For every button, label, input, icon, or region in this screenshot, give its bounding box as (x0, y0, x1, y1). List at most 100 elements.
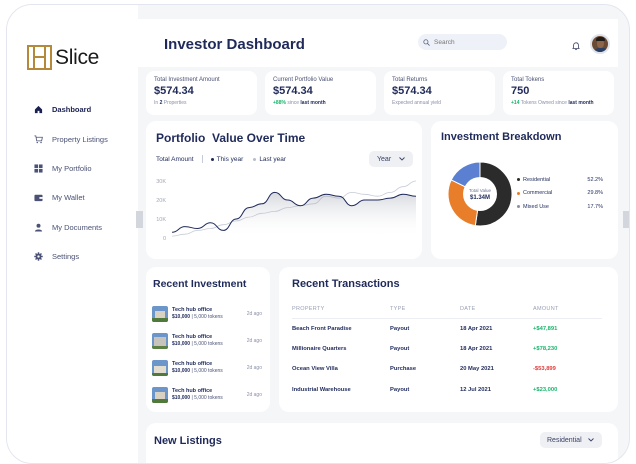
legend-this-year[interactable]: This year (210, 156, 243, 163)
legend-dot-icon (210, 157, 214, 161)
logo-text: Slice (55, 45, 100, 69)
stat-value: 750 (511, 85, 530, 97)
stat-label: Current Portfolio Value (273, 77, 334, 83)
new-listings-title: New Listings (154, 435, 222, 447)
y-tick-label: 0 (163, 236, 166, 242)
breakdown-legend: Residential 52.2% Commercial 29.8% Mixed U… (517, 173, 603, 214)
chart-legend: Total Amount This year Last year (156, 155, 296, 163)
logo[interactable]: Slice (27, 45, 99, 70)
collapse-handle[interactable] (136, 211, 143, 228)
notification-bell-icon[interactable] (571, 38, 581, 51)
portfolio-chart-card: Portfolio Value Over Time Total Amount T… (146, 121, 422, 259)
table-row[interactable]: Industrial Warehouse Payout 12 Jul 2021 +$2… (292, 386, 558, 393)
stat-label: Total Investment Amount (154, 77, 220, 83)
stat-subtext: In 2 Properties (154, 100, 187, 106)
wallet-icon (33, 193, 43, 203)
donut-center-label: Total Value (469, 188, 491, 193)
transactions-table: PROPERTY TYPE DATE AMOUNT Beach Front Pa… (292, 300, 602, 400)
property-thumbnail (152, 305, 168, 322)
recent-investment-list: Tech hub office $10,000 | 5,000 tokens 2d… (152, 300, 262, 408)
table-header-row: PROPERTY TYPE DATE AMOUNT (292, 300, 602, 319)
home-icon (33, 105, 43, 115)
gear-icon (33, 252, 43, 262)
table-row[interactable]: Millionaire Quarters Payout 18 Apr 2021 +$7… (292, 345, 558, 352)
sidebar-item-label: Dashboard (52, 105, 92, 115)
search-input[interactable] (434, 38, 500, 46)
legend-last-year[interactable]: Last year (253, 156, 286, 163)
y-tick-label: 20K (156, 198, 166, 204)
table-row[interactable]: Beach Front Paradise Payout 18 Apr 2021 +$4… (292, 325, 558, 332)
stat-subtext: +14 Tokens Owned since last month (511, 100, 594, 106)
search-bar[interactable] (418, 34, 507, 50)
app-frame: Slice Dashboard Property Listings My Por… (6, 4, 630, 464)
property-thumbnail (152, 359, 168, 376)
list-item[interactable]: Tech hub office $10,000 | 5,000 tokens 2d… (152, 354, 262, 381)
property-thumbnail (152, 386, 168, 403)
sidebar-item-settings[interactable]: Settings (33, 242, 108, 271)
grid-icon (33, 163, 43, 173)
stat-label: Total Returns (392, 77, 428, 83)
sidebar-item-dashboard[interactable]: Dashboard (33, 95, 108, 124)
recent-investment-card: Recent Investment Tech hub office $10,000… (146, 267, 270, 412)
stat-card-total-investment: Total Investment Amount $574.34 In 2 Pro… (146, 71, 257, 115)
chevron-down-icon (399, 157, 405, 161)
sidebar-item-label: My Documents (52, 222, 103, 232)
stat-label: Total Tokens (511, 77, 545, 83)
sidebar-item-label: My Wallet (52, 193, 85, 203)
sidebar-item-property-listings[interactable]: Property Listings (33, 124, 108, 153)
sidebar-item-my-portfolio[interactable]: My Portfolio (33, 154, 108, 183)
stat-value: $574.34 (154, 85, 194, 97)
column-header: AMOUNT (533, 300, 602, 319)
stat-subtext: Expected annual yield (392, 100, 441, 106)
donut-center-value: $1.34M (470, 195, 490, 201)
chart-title: Portfolio Value Over Time (156, 131, 306, 145)
breakdown-title: Investment Breakdown (441, 131, 562, 143)
stat-card-total-tokens: Total Tokens 750 +14 Tokens Owned since … (503, 71, 614, 115)
stat-card-portfolio-value: Current Portfolio Value $574.34 +88% sin… (265, 71, 376, 115)
legend-row-commercial: Commercial 29.8% (517, 187, 603, 201)
column-header: DATE (460, 300, 533, 319)
legend-label: Total Amount (156, 155, 194, 163)
sidebar-item-label: Property Listings (52, 134, 108, 144)
series-area-fill (172, 192, 416, 238)
property-thumbnail (152, 332, 168, 349)
list-item[interactable]: Tech hub office $10,000 | 5,000 tokens 2d… (152, 327, 262, 354)
donut-hole (463, 177, 497, 211)
series-line-this-year[interactable] (171, 191, 417, 233)
avatar[interactable] (590, 34, 610, 54)
user-icon (33, 222, 43, 232)
expand-handle[interactable] (623, 211, 629, 228)
column-header: PROPERTY (292, 300, 390, 319)
recent-investment-title: Recent Investment (153, 278, 247, 290)
sidebar-item-label: My Portfolio (52, 163, 92, 173)
sidebar-item-my-wallet[interactable]: My Wallet (33, 183, 108, 212)
top-header: Investor Dashboard (138, 19, 618, 67)
investment-breakdown-card: Investment Breakdown Total Value $1.34M R… (431, 121, 618, 259)
period-select[interactable]: Year (369, 151, 413, 167)
new-listings-card: New Listings Residential (146, 423, 618, 463)
stat-value: $574.34 (392, 85, 432, 97)
legend-row-residential: Residential 52.2% (517, 173, 603, 187)
y-tick-label: 10K (156, 217, 166, 223)
stat-value: $574.34 (273, 85, 313, 97)
listing-filter-select[interactable]: Residential (540, 432, 602, 448)
recent-transactions-title: Recent Transactions (292, 278, 400, 290)
y-tick-label: 30K (156, 179, 166, 185)
stat-subtext: +88% since last month (273, 100, 326, 106)
recent-transactions-card: Recent Transactions PROPERTY TYPE DATE A… (279, 267, 618, 412)
legend-dot-icon (253, 157, 257, 161)
search-icon (423, 38, 430, 46)
table-row[interactable]: Ocean View Villa Purchase 20 May 2021 -$53,… (292, 366, 556, 373)
breakdown-donut-chart: Total Value $1.34M (447, 161, 513, 227)
legend-row-mixed-use: Mixed Use 17.7% (517, 200, 603, 214)
sidebar-item-my-documents[interactable]: My Documents (33, 213, 108, 242)
sidebar-item-label: Settings (52, 252, 80, 262)
cart-icon (33, 134, 43, 144)
sidebar-nav: Dashboard Property Listings My Portfolio… (33, 95, 108, 271)
page-title: Investor Dashboard (164, 36, 305, 53)
sidebar: Slice Dashboard Property Listings My Por… (7, 5, 138, 463)
stat-card-total-returns: Total Returns $574.34 Expected annual yi… (384, 71, 495, 115)
list-item[interactable]: Tech hub office $10,000 | 5,000 tokens 2d… (152, 300, 262, 327)
portfolio-area-chart: 30K 20K 10K 0 (156, 179, 417, 242)
list-item[interactable]: Tech hub office $10,000 | 5,000 tokens 2d… (152, 381, 262, 408)
